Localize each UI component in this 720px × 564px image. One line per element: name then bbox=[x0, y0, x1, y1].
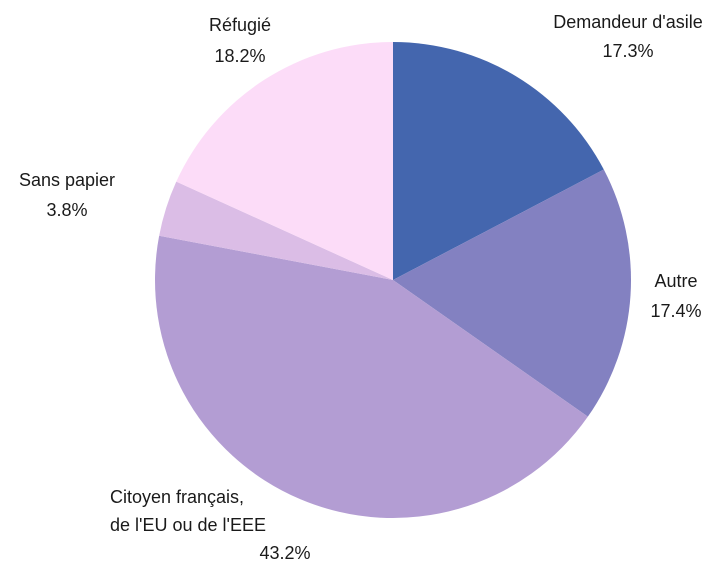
slice-label-line: de l'EU ou de l'EEE bbox=[110, 515, 266, 535]
slice-value-label: 3.8% bbox=[46, 200, 87, 220]
slice-label: Réfugié bbox=[209, 15, 271, 35]
slice-value-label: 18.2% bbox=[214, 46, 265, 66]
slice-label: Autre bbox=[654, 271, 697, 291]
slice-label: Demandeur d'asile bbox=[553, 12, 703, 32]
slice-value-label: 17.3% bbox=[602, 41, 653, 61]
pie-slice bbox=[154, 235, 588, 519]
slice-label-line: Réfugié bbox=[209, 15, 271, 35]
slice-label-line: Autre bbox=[654, 271, 697, 291]
slice-label: Citoyen français, de l'EU ou de l'EEE bbox=[110, 487, 266, 535]
slice-label: Sans papier bbox=[19, 170, 115, 190]
pie-slice bbox=[159, 181, 393, 280]
pie-slice bbox=[393, 42, 604, 280]
pie-slice bbox=[176, 42, 393, 280]
slice-value-label: 43.2% bbox=[259, 543, 310, 563]
slice-label-line: Sans papier bbox=[19, 170, 115, 190]
pie-slice bbox=[393, 169, 631, 417]
slice-label-line: Demandeur d'asile bbox=[553, 12, 703, 32]
slice-value-label: 17.4% bbox=[650, 301, 701, 321]
slice-label-line: Citoyen français, bbox=[110, 487, 244, 507]
